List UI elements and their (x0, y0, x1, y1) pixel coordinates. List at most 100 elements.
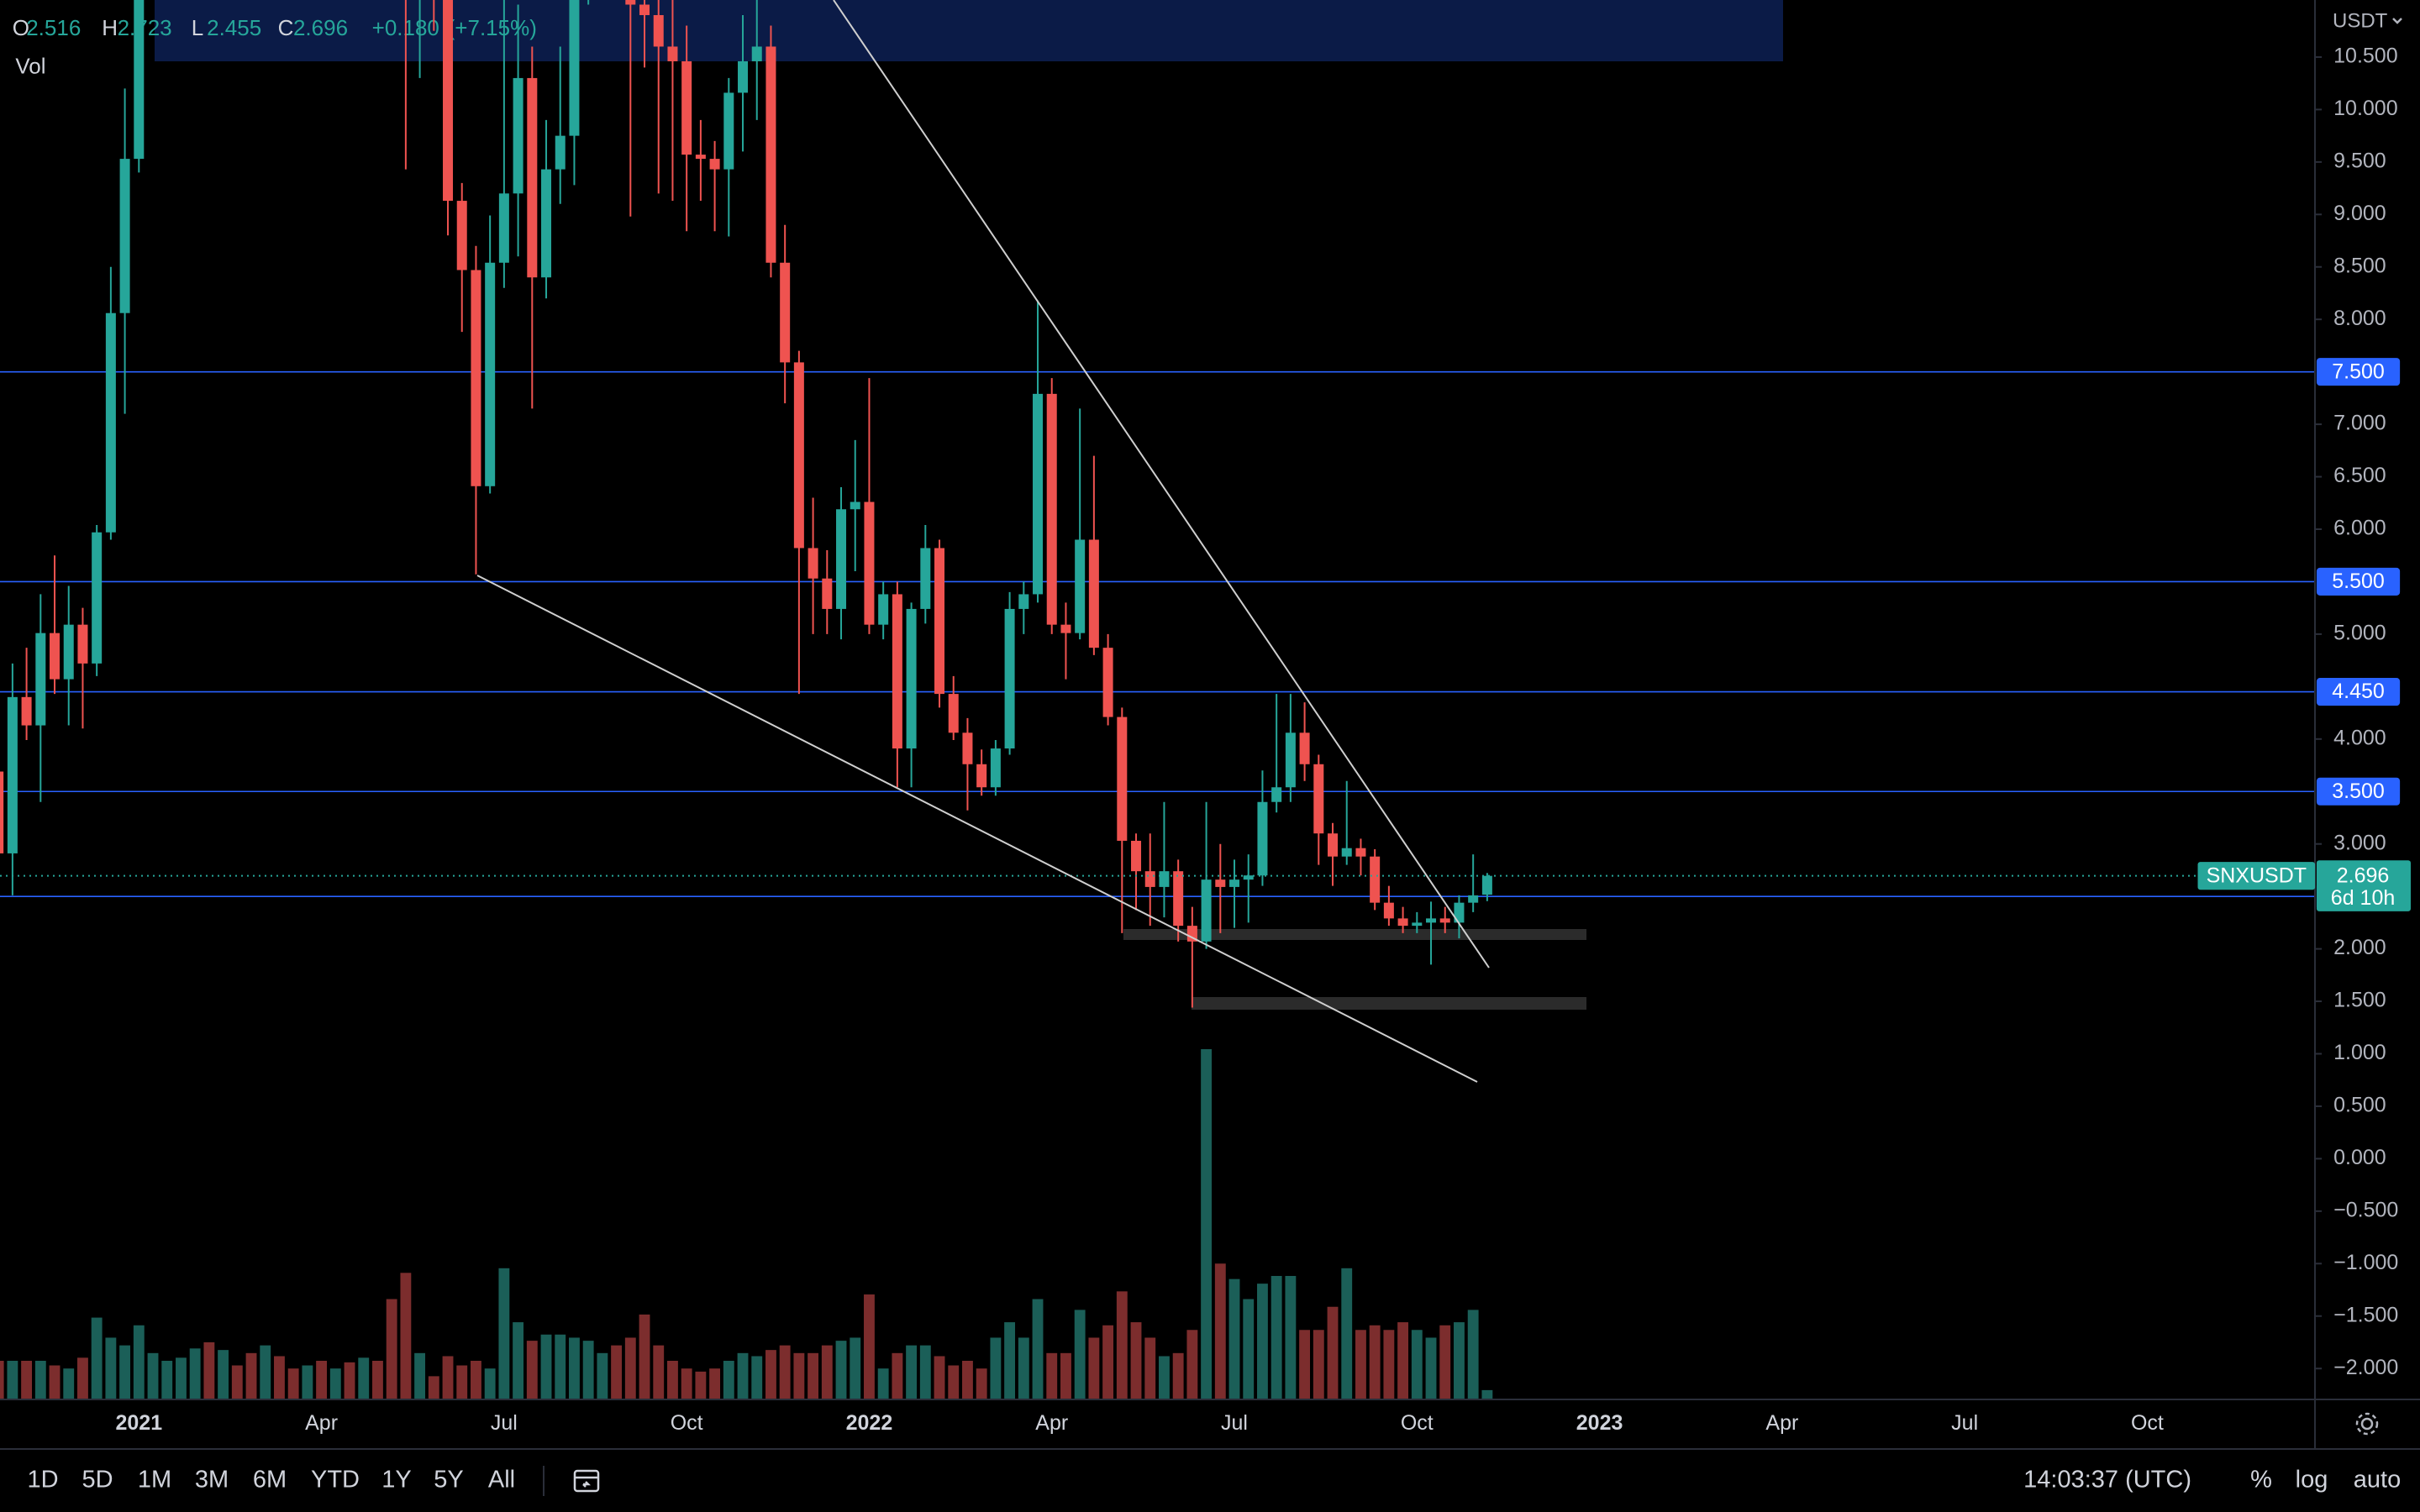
volume-bar (1285, 1275, 1297, 1399)
x-tick-label: 2023 (1576, 1411, 1623, 1435)
candle-body (709, 159, 720, 170)
candle-body (7, 696, 18, 853)
volume-bar (667, 1361, 678, 1399)
y-tick-label: −1.500 (2333, 1303, 2398, 1326)
x-tick-label: 2021 (115, 1411, 162, 1435)
candle-body (625, 0, 636, 5)
candle-body (1328, 833, 1339, 857)
volume-bar (1060, 1352, 1071, 1399)
candle-body (1186, 926, 1197, 942)
scale-option[interactable]: % (2250, 1467, 2272, 1494)
date-range-icon[interactable] (573, 1469, 600, 1493)
level-label-box (2316, 358, 2401, 386)
volume-bar (540, 1334, 552, 1399)
level-label-box (2316, 777, 2401, 806)
candle-body (1173, 871, 1184, 927)
candle-body (443, 0, 454, 202)
volume-bar (316, 1361, 328, 1399)
volume-bar (133, 1325, 145, 1399)
candle-body (850, 501, 860, 510)
interval-button[interactable]: All (488, 1467, 515, 1494)
volume-bar (1046, 1352, 1058, 1399)
volume-bar (274, 1356, 285, 1399)
x-tick-label: 2022 (846, 1411, 893, 1435)
candle-body (1229, 879, 1240, 887)
legend-value: 2.696 (293, 15, 348, 40)
x-tick-label: Oct (1401, 1411, 1434, 1435)
candle-body (77, 624, 88, 664)
symbol-label: SNXUSDT (2207, 864, 2307, 887)
interval-button[interactable]: 6M (253, 1467, 287, 1494)
candle-body (1215, 879, 1226, 887)
volume-bar (1411, 1330, 1423, 1399)
interval-button[interactable]: 5Y (434, 1467, 463, 1494)
axes: 10.500 10.000 9.500 9.000 8.500 8.000 7.000 6.5… (115, 45, 2411, 1435)
candle-body (667, 46, 678, 61)
volume-bar (34, 1361, 46, 1399)
candle-body (1355, 848, 1366, 857)
volume-bar (105, 1337, 117, 1399)
candle-body (1131, 840, 1142, 872)
volume-bar (344, 1362, 355, 1399)
volume-bar (1144, 1337, 1156, 1399)
scale-option[interactable]: log (2296, 1467, 2328, 1494)
candle-body (555, 135, 566, 170)
candle-body (63, 624, 74, 680)
price-label-box (2316, 860, 2411, 911)
candle-body (1370, 856, 1381, 903)
volume-bar (513, 1322, 524, 1399)
volume-bar (231, 1365, 243, 1399)
volume-bar (1102, 1325, 1114, 1399)
unit-label[interactable]: USDT (2333, 9, 2388, 32)
scale-option[interactable]: auto (2354, 1467, 2401, 1494)
settings-icon[interactable] (2355, 1412, 2379, 1436)
volume-bar (1383, 1330, 1395, 1399)
volume-bar (161, 1361, 173, 1399)
candle-body (1341, 848, 1352, 857)
candle-body (892, 594, 902, 749)
volume-bar (765, 1350, 776, 1399)
x-tick-label: Apr (1035, 1411, 1068, 1435)
candle-body (836, 509, 847, 609)
legend-key: O (13, 15, 29, 40)
volume-bar (1130, 1322, 1142, 1399)
support-zone (1123, 929, 1586, 940)
candle-body (695, 155, 706, 160)
volume-bar (218, 1350, 229, 1399)
interval-button[interactable]: 1Y (381, 1467, 411, 1494)
x-tick-label: Apr (305, 1411, 338, 1435)
volume-bar (1004, 1322, 1016, 1399)
level-label: 5.500 (2332, 570, 2385, 593)
y-tick-label: 10.500 (2333, 45, 2397, 68)
candle-body (541, 169, 552, 278)
interval-button[interactable]: 3M (195, 1467, 229, 1494)
candle-body (513, 77, 523, 194)
volume-bar (877, 1368, 889, 1399)
candle-body (878, 594, 889, 625)
volume-bar (119, 1345, 131, 1399)
volume-bar (414, 1352, 426, 1399)
y-tick-label: 10.000 (2333, 97, 2397, 120)
candle-body (35, 633, 46, 726)
volume-bar (835, 1341, 847, 1399)
volume-bar (962, 1361, 973, 1399)
volume-bar (1341, 1268, 1353, 1399)
volume-bar (611, 1345, 623, 1399)
countdown-label: 6d 10h (2331, 886, 2395, 910)
legend-change-pct: (+7.15%) (448, 15, 537, 40)
interval-button[interactable]: YTD (311, 1467, 360, 1494)
candle-body (1033, 393, 1044, 595)
unit-chevron[interactable] (2392, 18, 2402, 24)
candle-body (1144, 871, 1155, 887)
candle-body (822, 578, 833, 609)
interval-button[interactable]: 1M (138, 1467, 171, 1494)
interval-button[interactable]: 1D (27, 1467, 58, 1494)
volume-bar (1032, 1299, 1044, 1399)
support-zone (1192, 997, 1586, 1010)
candle-body (21, 696, 32, 726)
interval-button[interactable]: 5D (82, 1467, 113, 1494)
candle-body (1075, 539, 1086, 633)
candle-body (934, 548, 945, 695)
volume-bar (189, 1348, 201, 1399)
legend-key: C (278, 15, 294, 40)
